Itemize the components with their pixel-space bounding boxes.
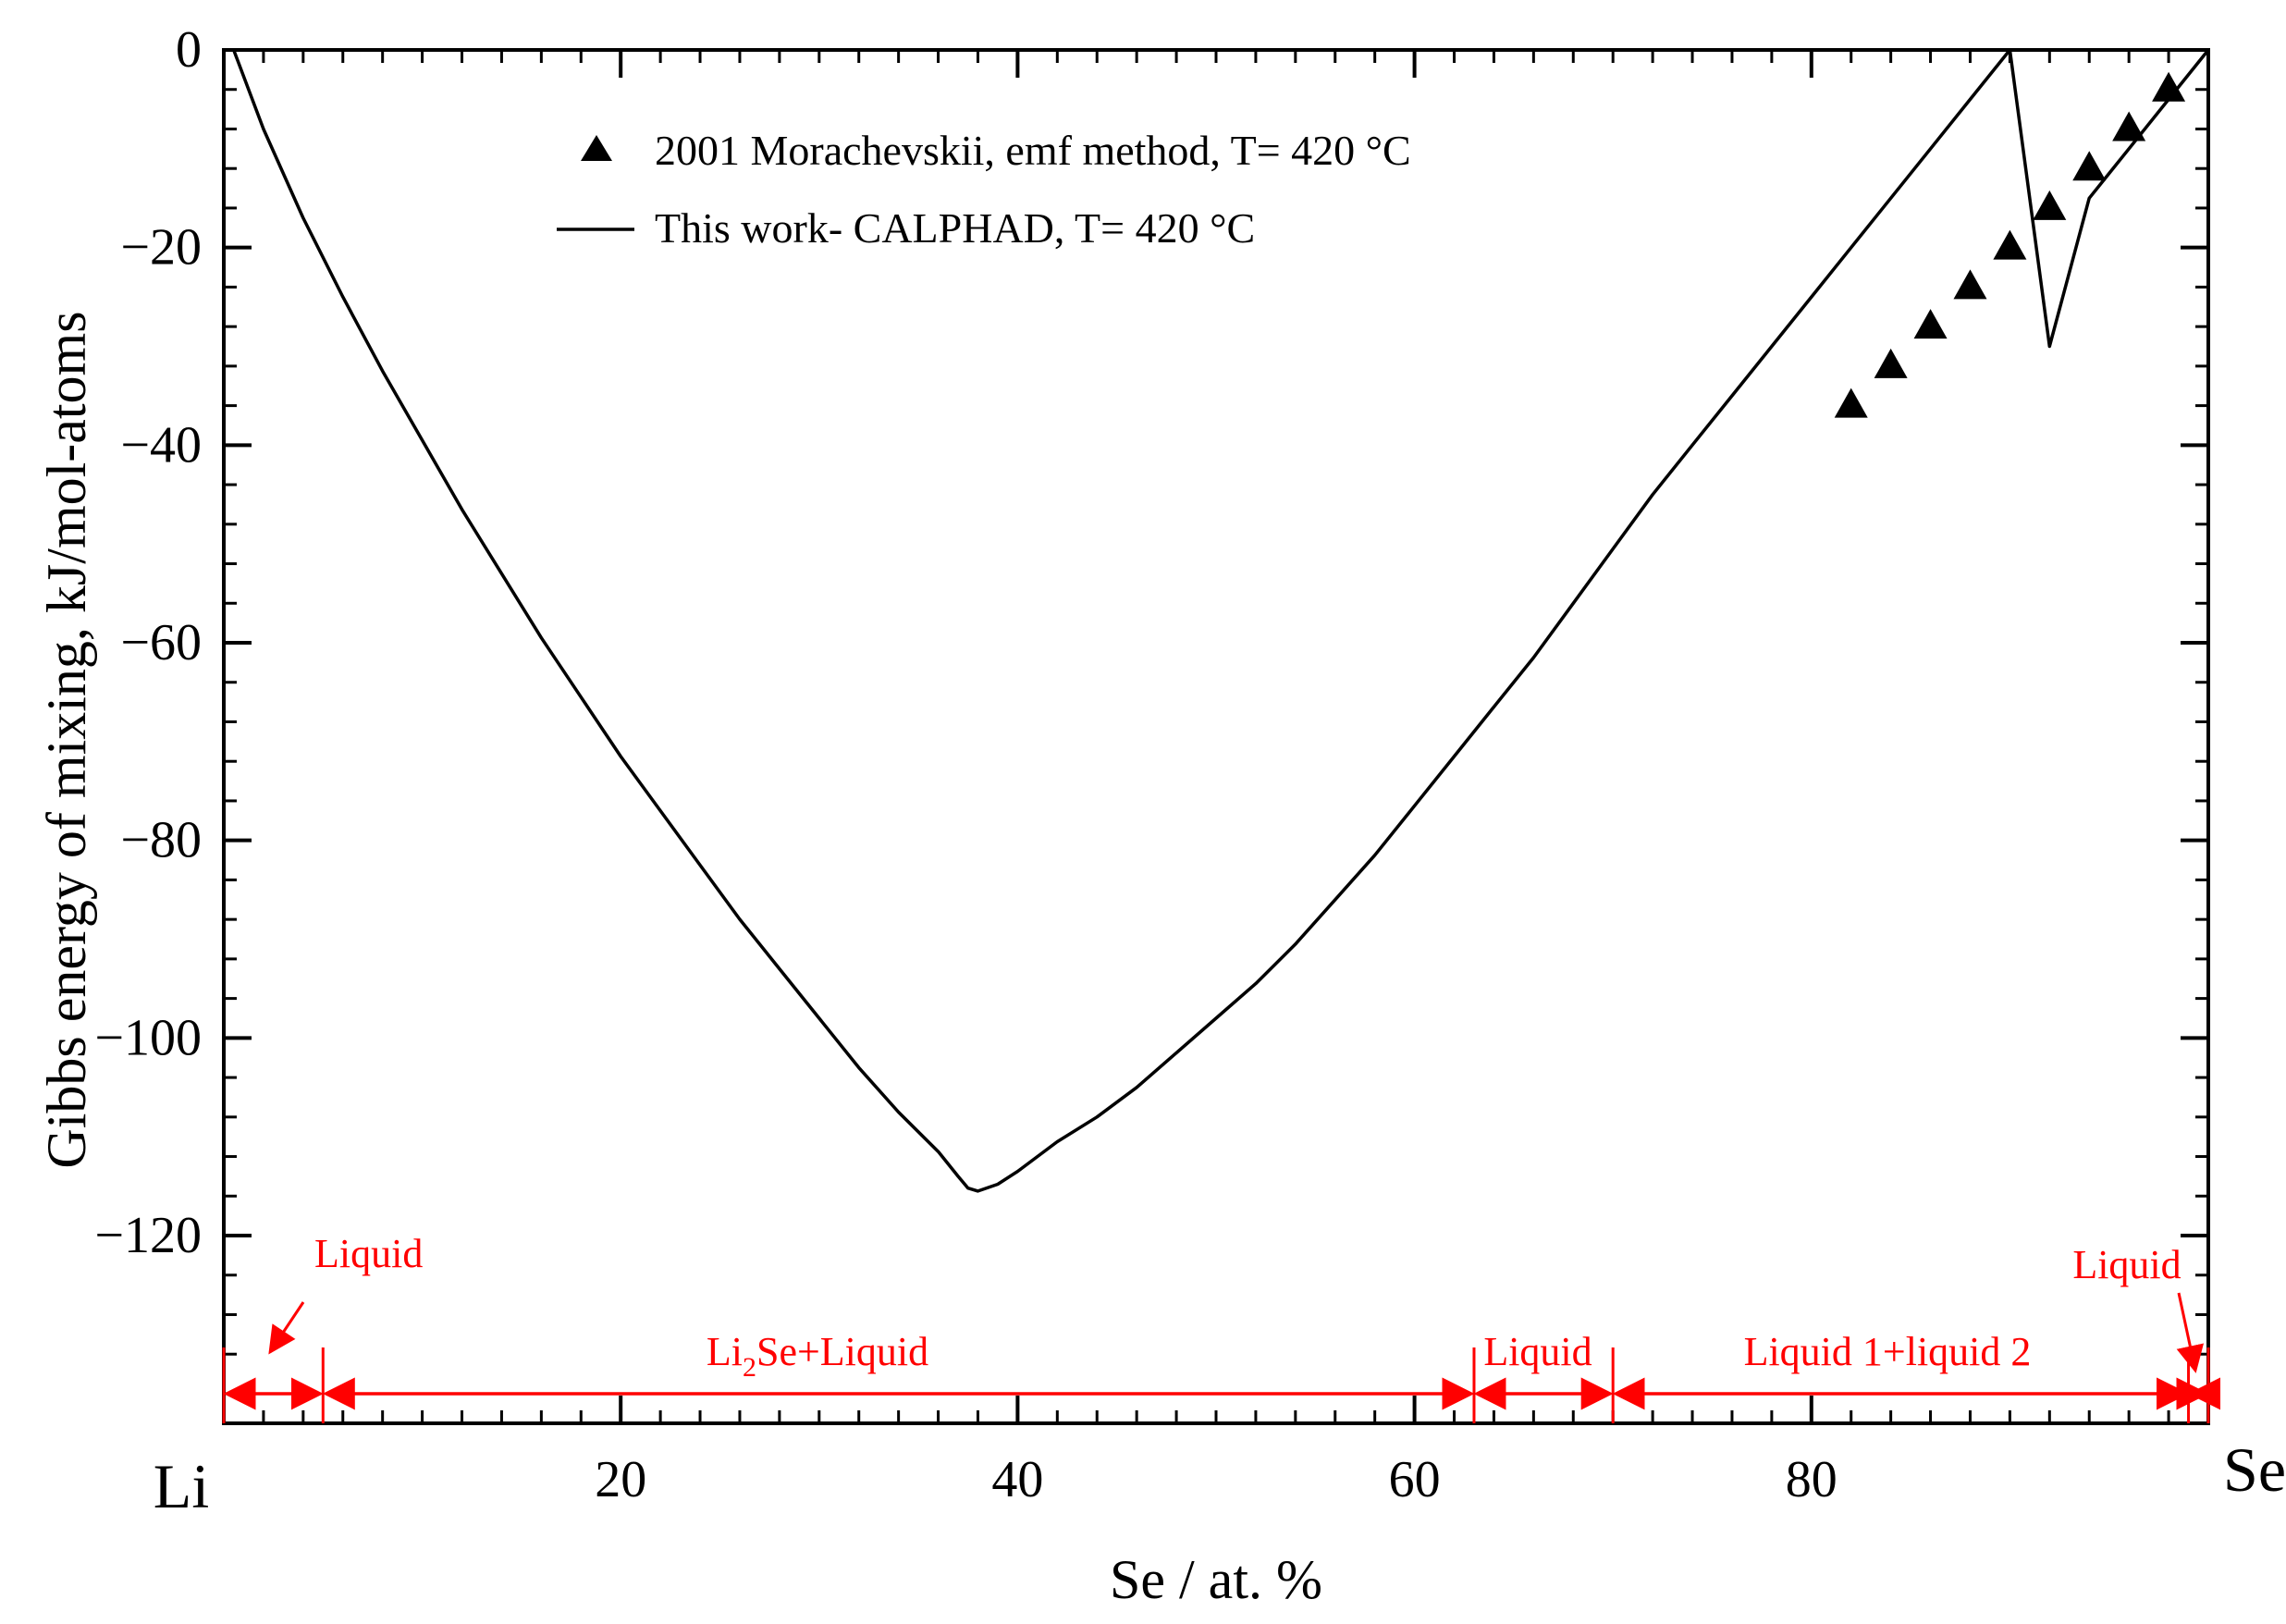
- y-tick-label: −20: [120, 219, 202, 277]
- emf-data-point: [1953, 269, 1987, 300]
- x-axis-title: Se / at. %: [1110, 1549, 1322, 1610]
- emf-data-point: [1874, 348, 1908, 378]
- li2se-sub: 2: [743, 1352, 756, 1383]
- legend-triangle-marker: [581, 135, 612, 161]
- li2se-rest: Se+Liquid: [756, 1329, 928, 1374]
- gridless-plot-area: [222, 48, 2210, 1425]
- emf-data-point: [2152, 71, 2186, 102]
- x-tick-label: 40: [991, 1451, 1043, 1508]
- emf-data-point: [1993, 229, 2027, 260]
- y-tick-label: −80: [120, 812, 202, 869]
- minor-ticks: [222, 48, 2210, 1423]
- legend-label-calphad: This work- CALPHAD, T= 420 °C: [655, 204, 1255, 252]
- y-tick-labels: 0 −20 −40 −60 −80 −100 −120: [94, 21, 202, 1264]
- x-tick-labels: 20 40 60 80: [595, 1451, 1837, 1508]
- y-tick-label: −100: [94, 1009, 202, 1066]
- phase-regions: Liquid Li2Se+Liquid Liquid Liquid 1+liqu…: [222, 1231, 2221, 1423]
- emf-data-point: [1834, 388, 1868, 418]
- y-tick-label: −40: [120, 416, 202, 474]
- emf-data-point: [2033, 190, 2067, 220]
- plot-frame: [222, 48, 2210, 1425]
- emf-data-point: [1913, 309, 1948, 339]
- legend-label-morachevskii: 2001 Morachevskii, emf method, T= 420 °C: [655, 127, 1411, 174]
- x-tick-label: 60: [1389, 1451, 1441, 1508]
- x-end-label-se: Se: [2223, 1434, 2286, 1505]
- emf-data-point: [2072, 151, 2107, 181]
- y-tick-label: −60: [120, 614, 202, 671]
- region-label-liquid-left: Liquid: [314, 1231, 423, 1276]
- legend: 2001 Morachevskii, emf method, T= 420 °C…: [557, 127, 1411, 252]
- x-tick-label: 20: [595, 1451, 646, 1508]
- x-tick-label: 80: [1786, 1451, 1837, 1508]
- series-layer: [232, 48, 2210, 1193]
- element-labels: Li Se: [154, 1434, 2286, 1521]
- y-tick-label: 0: [176, 21, 202, 79]
- li2se-li: Li: [707, 1329, 743, 1374]
- region-label-liquid-middle: Liquid: [1483, 1329, 1592, 1374]
- region-label-liquid1-liquid2: Liquid 1+liquid 2: [1744, 1329, 2032, 1374]
- x-end-label-li: Li: [154, 1451, 209, 1521]
- major-ticks: [222, 48, 2210, 1423]
- y-axis-title: Gibbs energy of mixing, kJ/mol-atoms: [36, 311, 97, 1168]
- emf-data-point: [2112, 111, 2146, 141]
- y-tick-label: −120: [94, 1207, 202, 1264]
- liquid-right-pointer-arrow: [2176, 1292, 2205, 1373]
- calphad-curve: [232, 48, 2210, 1193]
- region-label-li2se-liquid: Li2Se+Liquid: [707, 1329, 928, 1383]
- liquid-left-pointer-arrow: [268, 1301, 305, 1355]
- region-label-liquid-right: Liquid: [2072, 1242, 2181, 1287]
